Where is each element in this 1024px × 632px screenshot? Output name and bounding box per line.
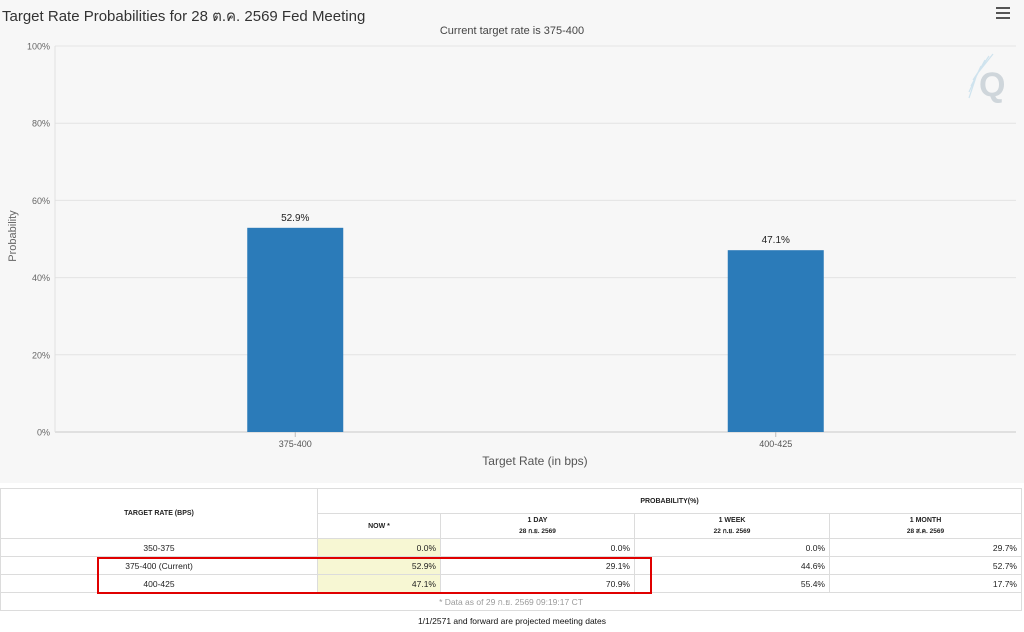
col-1day-header: 1 DAY 28 ก.ย. 2569	[440, 513, 635, 539]
table-row: 400-425 47.1% 70.9% 55.4% 17.7%	[0, 574, 1022, 593]
y-tick-label: 80%	[32, 119, 50, 129]
row-1day: 70.9%	[440, 574, 635, 593]
row-1week: 44.6%	[634, 556, 830, 575]
table-note-row: * Data as of 29 ก.ย. 2569 09:19:17 CT	[0, 592, 1022, 611]
chart-panel: Target Rate Probabilities for 28 ต.ค. 25…	[2, 7, 1016, 468]
bar	[247, 227, 344, 432]
chart-title: Target Rate Probabilities for 28 ต.ค. 25…	[2, 8, 366, 25]
q-logo-icon: Q	[968, 53, 1005, 104]
probability-table: TARGET RATE (BPS) PROBABILITY(%) NOW * 1…	[0, 488, 1022, 611]
hamburger-menu-icon[interactable]	[996, 7, 1010, 21]
target-rate-header: TARGET RATE (BPS)	[0, 488, 318, 539]
y-tick-label: 60%	[32, 196, 50, 206]
svg-text:Q: Q	[979, 66, 1005, 104]
col-1month-header: 1 MONTH 28 ส.ค. 2569	[829, 513, 1022, 539]
probability-header: PROBABILITY(%)	[317, 488, 1022, 514]
bar-chart: 0% 20% 40% 60% 80% 100% 52.9% 375-400 47.1% 400-4…	[27, 42, 1016, 449]
x-tick-label: 400-425	[759, 439, 792, 449]
col-1week-header: 1 WEEK 22 ก.ย. 2569	[634, 513, 830, 539]
row-rate: 350-375	[0, 538, 318, 557]
y-tick-label: 100%	[27, 42, 50, 52]
row-now: 52.9%	[317, 556, 441, 575]
chart-subtitle: Current target rate is 375-400	[439, 25, 585, 37]
y-tick-label: 0%	[37, 428, 50, 438]
row-1week: 55.4%	[634, 574, 830, 593]
row-now: 0.0%	[317, 538, 441, 557]
bar	[727, 250, 824, 432]
bar-data-label: 52.9%	[281, 213, 309, 224]
row-1day: 29.1%	[440, 556, 635, 575]
y-tick-label: 40%	[32, 273, 50, 283]
bar-data-label: 47.1%	[762, 235, 790, 246]
row-1day: 0.0%	[440, 538, 635, 557]
row-1month: 52.7%	[829, 556, 1022, 575]
row-now: 47.1%	[317, 574, 441, 593]
row-1week: 0.0%	[634, 538, 830, 557]
x-axis-title: Target Rate (in bps)	[482, 454, 588, 468]
table-row: 375-400 (Current) 52.9% 29.1% 44.6% 52.7…	[0, 556, 1022, 575]
table-row: 350-375 0.0% 0.0% 0.0% 29.7%	[0, 538, 1022, 557]
col-now-header: NOW *	[317, 513, 441, 539]
row-1month: 17.7%	[829, 574, 1022, 593]
y-tick-label: 20%	[32, 350, 50, 360]
row-rate: 375-400 (Current)	[0, 556, 318, 575]
row-1month: 29.7%	[829, 538, 1022, 557]
y-axis-title: Probability	[7, 210, 19, 262]
x-tick-label: 375-400	[279, 439, 312, 449]
data-timestamp-note: * Data as of 29 ก.ย. 2569 09:19:17 CT	[0, 592, 1022, 611]
footer-note: 1/1/2571 and forward are projected meeti…	[417, 616, 607, 626]
row-rate: 400-425	[0, 574, 318, 593]
